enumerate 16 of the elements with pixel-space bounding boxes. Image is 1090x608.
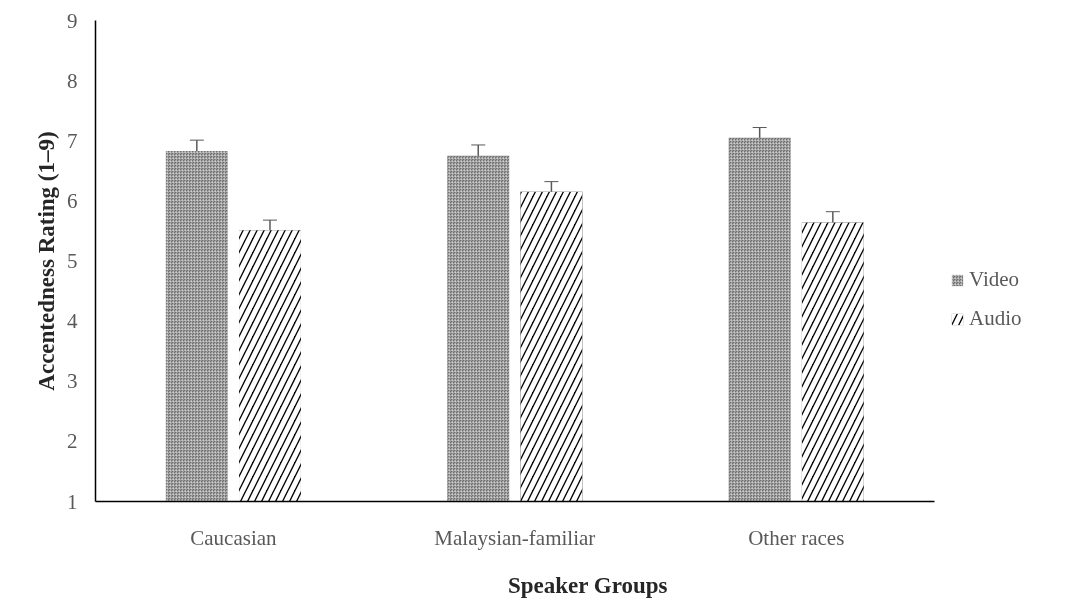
- legend-label: Video: [969, 267, 1020, 292]
- x-tick-label: Other races: [748, 525, 845, 550]
- y-tick-label: 6: [67, 188, 78, 213]
- y-tick-label: 1: [67, 489, 78, 514]
- y-tick-label: 4: [67, 309, 78, 334]
- legend-label: Audio: [969, 306, 1022, 331]
- x-tick-label: Malaysian-familiar: [434, 525, 596, 550]
- y-tick-label: 3: [67, 369, 78, 394]
- y-axis-title: Accentedness Rating (1–9): [34, 131, 59, 391]
- y-tick-label: 8: [67, 68, 78, 93]
- x-tick-label: Caucasian: [190, 525, 278, 550]
- y-tick-label: 2: [67, 429, 78, 454]
- y-tick-label: 7: [67, 128, 78, 153]
- y-tick-label: 5: [67, 249, 78, 273]
- x-axis-title: Speaker Groups: [508, 572, 668, 598]
- y-tick-label: 9: [67, 8, 78, 33]
